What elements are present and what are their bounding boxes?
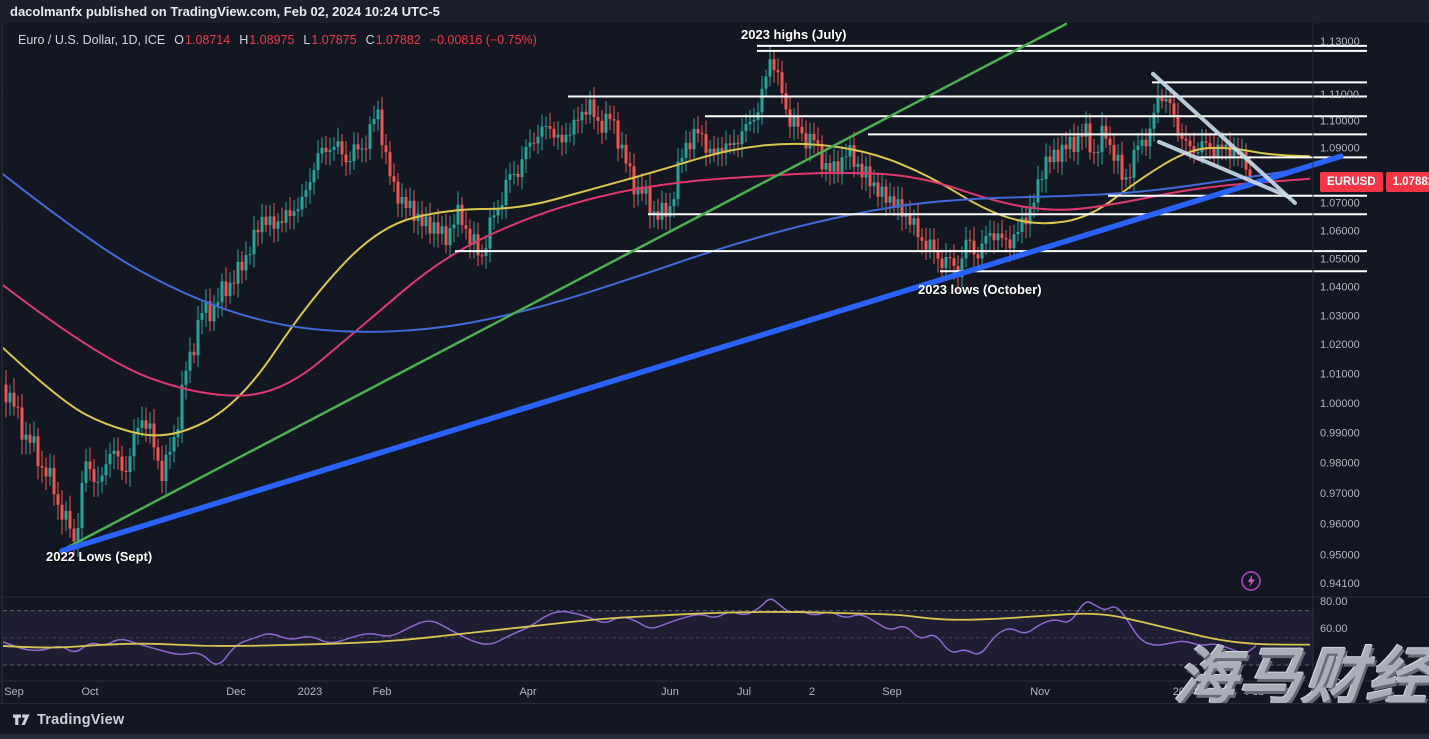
symbol-title[interactable]: Euro / U.S. Dollar, 1D, ICE bbox=[18, 33, 166, 47]
time-tick-label: Apr bbox=[519, 686, 536, 698]
low-label: L bbox=[303, 33, 311, 47]
tradingview-logo-icon[interactable] bbox=[12, 710, 31, 729]
time-tick-label: Dec bbox=[226, 686, 246, 698]
candlestick-series bbox=[4, 46, 1252, 557]
close-value: 1.07882 bbox=[375, 33, 421, 47]
price-axis[interactable]: 1.13000 1.11000 1.10000 1.09000 1.07000 1.060… bbox=[1320, 36, 1360, 690]
price-tick-label: 1.10000 bbox=[1320, 116, 1360, 128]
publish-info-bar: dacolmanfx published on TradingView.com,… bbox=[0, 0, 1429, 23]
footer-bar: TradingView bbox=[0, 703, 1429, 735]
price-tick-label: 1.05000 bbox=[1320, 253, 1360, 265]
symbol-legend[interactable]: Euro / U.S. Dollar, 1D, ICE O1.08714 H1.08… bbox=[18, 33, 546, 47]
rsi-tick-label: 40.00 bbox=[1320, 650, 1348, 662]
chart-annotation[interactable]: 2023 highs (July) bbox=[741, 27, 847, 42]
time-tick-label: Sep bbox=[882, 686, 902, 698]
price-tick-label: 1.06000 bbox=[1320, 225, 1360, 237]
rsi-tick-label: 80.00 bbox=[1320, 596, 1348, 608]
price-tick-label: 1.02000 bbox=[1320, 339, 1360, 351]
high-value: 1.08975 bbox=[249, 33, 295, 47]
time-tick-label: Jul bbox=[737, 686, 751, 698]
ma-pink-line[interactable] bbox=[0, 171, 1311, 397]
ma-yellow-line[interactable] bbox=[0, 142, 1311, 437]
price-tick-label: 1.11000 bbox=[1320, 89, 1359, 101]
price-tick-label: 1.13000 bbox=[1320, 36, 1360, 48]
trendline-wedge-lower[interactable] bbox=[1157, 139, 1291, 199]
rsi-indicator bbox=[3, 598, 1310, 665]
trendline-wedge-upper[interactable] bbox=[1151, 71, 1297, 205]
price-tick-label: 1.03000 bbox=[1320, 310, 1360, 322]
bottom-edge-strip bbox=[0, 734, 1429, 739]
rsi-ma-line[interactable] bbox=[3, 611, 1310, 649]
publish-info-text: dacolmanfx published on TradingView.com,… bbox=[10, 4, 440, 19]
time-tick-label: Feb bbox=[1246, 686, 1265, 698]
last-price-value: 1.07882 bbox=[1385, 172, 1429, 192]
tradingview-brand-text[interactable]: TradingView bbox=[37, 711, 125, 728]
price-tick-label: 0.99000 bbox=[1320, 428, 1360, 440]
open-label: O bbox=[174, 33, 185, 47]
time-tick-label: 2 bbox=[809, 686, 815, 698]
ma-blue-line[interactable] bbox=[0, 166, 1311, 333]
high-label: H bbox=[239, 33, 249, 47]
price-tick-label: 1.04000 bbox=[1320, 282, 1360, 294]
price-tick-label: 1.09000 bbox=[1320, 143, 1360, 155]
time-tick-label: Jun bbox=[661, 686, 679, 698]
rsi-tick-label: 20.00 bbox=[1320, 678, 1348, 690]
time-tick-label: Sep bbox=[4, 686, 24, 698]
time-tick-label: Feb bbox=[373, 686, 392, 698]
price-tick-label: 1.01000 bbox=[1320, 368, 1360, 380]
last-price-symbol: EURUSD bbox=[1320, 172, 1383, 192]
trendline-major-support-blue[interactable] bbox=[59, 153, 1344, 554]
price-tick-label: 0.98000 bbox=[1320, 458, 1360, 470]
chart-annotation[interactable]: 2023 lows (October) bbox=[918, 282, 1042, 297]
price-tick-label: 1.00000 bbox=[1320, 398, 1360, 410]
price-tick-label: 0.97000 bbox=[1320, 488, 1360, 500]
time-tick-label: 2023 bbox=[298, 686, 322, 698]
time-tick-label: 2024 bbox=[1173, 686, 1197, 698]
time-tick-label: Oct bbox=[81, 686, 98, 698]
price-tick-label: 0.95000 bbox=[1320, 550, 1360, 562]
rsi-tick-label: 60.00 bbox=[1320, 623, 1348, 635]
rsi-band bbox=[3, 610, 1313, 665]
price-tick-label: 0.96000 bbox=[1320, 519, 1360, 531]
open-value: 1.08714 bbox=[185, 33, 231, 47]
price-tick-label: 1.07000 bbox=[1320, 197, 1360, 209]
horizontal-levels bbox=[455, 44, 1367, 273]
trendline-2022-uptrend-green[interactable] bbox=[63, 22, 1068, 550]
price-tick-label: 0.94100 bbox=[1320, 578, 1360, 590]
low-value: 1.07875 bbox=[311, 33, 357, 47]
time-axis[interactable]: Sep Oct Dec 2023 Feb Apr Jun Jul 2 Sep Nov 2024 Feb bbox=[4, 686, 1264, 698]
chart-annotation[interactable]: 2022 Lows (Sept) bbox=[46, 549, 153, 564]
last-price-badge: EURUSD 1.07882 bbox=[1320, 172, 1429, 192]
time-tick-label: Nov bbox=[1030, 686, 1050, 698]
close-label: C bbox=[365, 33, 375, 47]
change-value: −0.00816 (−0.75%) bbox=[429, 33, 537, 47]
rsi-line[interactable] bbox=[3, 598, 1257, 665]
flash-reaction-icon[interactable] bbox=[1241, 571, 1261, 591]
moving-averages bbox=[0, 142, 1311, 437]
